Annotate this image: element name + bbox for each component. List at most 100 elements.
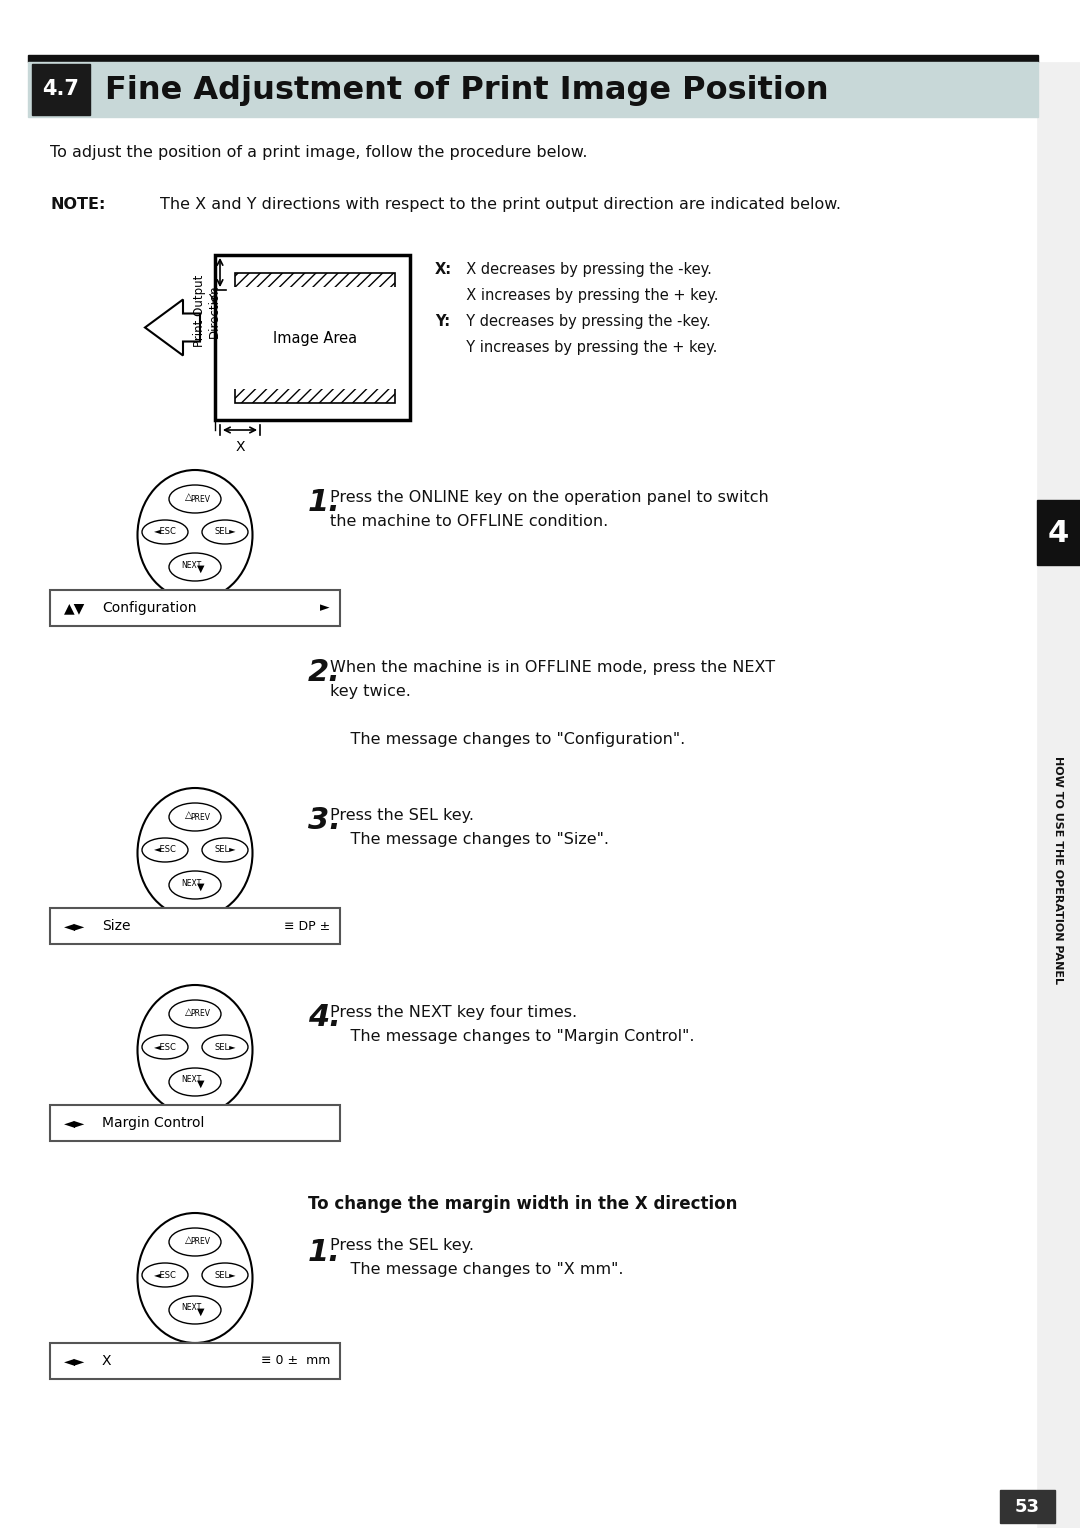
Text: Press the NEXT key four times.: Press the NEXT key four times.	[330, 1005, 577, 1021]
Bar	[32, 64, 90, 115]
Text: NEXT: NEXT	[180, 1076, 201, 1085]
Bar	[50, 908, 340, 944]
Text: ◄ESC: ◄ESC	[153, 527, 176, 536]
Text: 1.: 1.	[308, 487, 341, 516]
Text: To change the margin width in the X direction: To change the margin width in the X dire…	[308, 1195, 738, 1213]
Text: NOTE:: NOTE:	[50, 197, 106, 212]
Text: NEXT: NEXT	[180, 879, 201, 888]
Text: ◄►: ◄►	[64, 1354, 85, 1368]
Ellipse shape	[137, 471, 253, 601]
Text: ≡ 0 ±  mm: ≡ 0 ± mm	[260, 1354, 330, 1368]
Ellipse shape	[168, 484, 221, 513]
Text: Image Area: Image Area	[273, 330, 357, 345]
Bar	[1037, 500, 1080, 565]
Bar	[215, 255, 410, 420]
Text: SEL►: SEL►	[214, 1042, 235, 1051]
Text: PREV: PREV	[190, 495, 210, 504]
Ellipse shape	[168, 1296, 221, 1323]
Polygon shape	[145, 299, 200, 356]
Bar	[235, 274, 395, 403]
Text: SEL►: SEL►	[214, 1270, 235, 1279]
Ellipse shape	[141, 520, 188, 544]
Text: Press the SEL key.: Press the SEL key.	[330, 808, 474, 824]
Text: 1.: 1.	[308, 1238, 341, 1267]
Text: ►: ►	[321, 602, 330, 614]
Text: ◄ESC: ◄ESC	[153, 1042, 176, 1051]
Bar	[50, 590, 340, 626]
Bar	[1037, 63, 1080, 1528]
Ellipse shape	[168, 553, 221, 581]
Text: PREV: PREV	[190, 1010, 210, 1019]
Text: Y:: Y:	[435, 313, 450, 329]
Ellipse shape	[168, 1068, 221, 1096]
Text: 4.: 4.	[308, 1002, 341, 1031]
Text: The X and Y directions with respect to the print output direction are indicated : The X and Y directions with respect to t…	[160, 197, 841, 212]
Ellipse shape	[202, 520, 248, 544]
Ellipse shape	[137, 788, 253, 918]
Text: SEL►: SEL►	[214, 845, 235, 854]
Text: 53: 53	[1014, 1497, 1039, 1516]
Text: Y: Y	[207, 293, 216, 307]
Text: the machine to OFFLINE condition.: the machine to OFFLINE condition.	[330, 513, 608, 529]
Bar	[50, 1343, 340, 1378]
Text: The message changes to "X mm".: The message changes to "X mm".	[330, 1262, 623, 1277]
Text: △: △	[186, 492, 192, 503]
Ellipse shape	[168, 1229, 221, 1256]
Bar	[28, 63, 1038, 118]
Ellipse shape	[141, 1264, 188, 1287]
Text: X: X	[235, 440, 245, 454]
Text: The message changes to "Margin Control".: The message changes to "Margin Control".	[330, 1028, 694, 1044]
Text: 4.7: 4.7	[42, 79, 80, 99]
Text: ◄ESC: ◄ESC	[153, 845, 176, 854]
Text: NEXT: NEXT	[180, 1303, 201, 1313]
Text: NEXT: NEXT	[180, 561, 201, 570]
Text: ◄ESC: ◄ESC	[153, 1270, 176, 1279]
Text: ▼: ▼	[198, 882, 205, 892]
Text: When the machine is in OFFLINE mode, press the NEXT: When the machine is in OFFLINE mode, pre…	[330, 660, 775, 675]
Text: Y decreases by pressing the -key.: Y decreases by pressing the -key.	[457, 313, 711, 329]
Ellipse shape	[202, 1034, 248, 1059]
Text: The message changes to "Configuration".: The message changes to "Configuration".	[330, 732, 685, 747]
Text: 4: 4	[1048, 518, 1068, 547]
Text: ▼: ▼	[198, 564, 205, 575]
Text: key twice.: key twice.	[330, 685, 410, 698]
Text: ▼: ▼	[198, 1306, 205, 1317]
Bar	[50, 1105, 340, 1141]
Ellipse shape	[141, 837, 188, 862]
Text: ◄►: ◄►	[64, 918, 85, 934]
Text: Configuration: Configuration	[102, 601, 197, 614]
Text: ≡ DP ±: ≡ DP ±	[284, 920, 330, 932]
Ellipse shape	[168, 871, 221, 898]
Text: The message changes to "Size".: The message changes to "Size".	[330, 833, 609, 847]
Text: Margin Control: Margin Control	[102, 1115, 204, 1131]
Text: 3.: 3.	[308, 805, 341, 834]
Text: △: △	[186, 810, 192, 821]
Text: △: △	[186, 1235, 192, 1245]
Ellipse shape	[141, 1034, 188, 1059]
Bar	[1000, 1490, 1055, 1523]
Ellipse shape	[202, 837, 248, 862]
Ellipse shape	[202, 1264, 248, 1287]
Ellipse shape	[137, 986, 253, 1115]
Text: Size: Size	[102, 918, 131, 934]
Text: PREV: PREV	[190, 813, 210, 822]
Text: ▼: ▼	[198, 1079, 205, 1089]
Text: Y increases by pressing the + key.: Y increases by pressing the + key.	[457, 341, 717, 354]
Ellipse shape	[137, 1213, 253, 1343]
Text: Press the SEL key.: Press the SEL key.	[330, 1238, 474, 1253]
Ellipse shape	[168, 999, 221, 1028]
Text: Press the ONLINE key on the operation panel to switch: Press the ONLINE key on the operation pa…	[330, 490, 769, 504]
Text: X:: X:	[435, 261, 453, 277]
Text: ◄►: ◄►	[64, 1115, 85, 1131]
Text: X decreases by pressing the -key.: X decreases by pressing the -key.	[457, 261, 712, 277]
Text: SEL►: SEL►	[214, 527, 235, 536]
Text: 2.: 2.	[308, 659, 341, 688]
Text: Print Output
Direction: Print Output Direction	[193, 275, 221, 347]
Text: To adjust the position of a print image, follow the procedure below.: To adjust the position of a print image,…	[50, 145, 588, 160]
Ellipse shape	[168, 804, 221, 831]
Text: X increases by pressing the + key.: X increases by pressing the + key.	[457, 287, 718, 303]
Text: △: △	[186, 1007, 192, 1018]
Text: Fine Adjustment of Print Image Position: Fine Adjustment of Print Image Position	[105, 75, 828, 105]
Text: HOW TO USE THE OPERATION PANEL: HOW TO USE THE OPERATION PANEL	[1053, 756, 1063, 984]
Text: PREV: PREV	[190, 1238, 210, 1247]
